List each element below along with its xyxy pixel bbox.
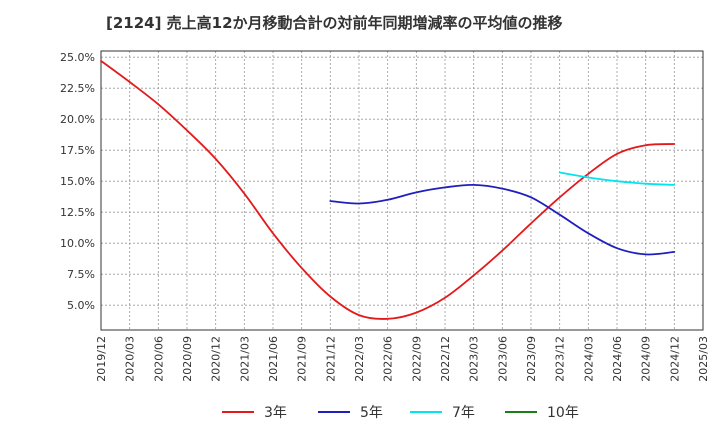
legend-item: 10年 (505, 402, 579, 422)
x-tick-label: 2024/06 (611, 336, 624, 382)
x-tick-label: 2024/03 (582, 336, 595, 382)
y-tick-label: 7.5% (67, 268, 95, 281)
x-tick-label: 2024/09 (640, 336, 653, 382)
x-tick-label: 2023/03 (468, 336, 481, 382)
series-5y-line (329, 183, 676, 256)
x-tick-label: 2020/03 (124, 336, 137, 382)
x-tick-label: 2022/12 (439, 336, 452, 382)
x-tick-label: 2021/09 (296, 336, 309, 382)
x-tick-label: 2024/12 (668, 336, 681, 382)
y-tick-label: 12.5% (60, 206, 95, 219)
legend-item: 5年 (318, 402, 383, 422)
x-tick-label: 2021/12 (324, 336, 337, 382)
x-tick-label: 2025/03 (697, 336, 710, 382)
x-tick-label: 2019/12 (95, 336, 108, 382)
legend-item: 7年 (410, 402, 475, 422)
y-tick-label: 20.0% (60, 113, 95, 126)
y-tick-label: 25.0% (60, 51, 95, 64)
x-tick-label: 2022/03 (353, 336, 366, 382)
y-tick-label: 22.5% (60, 82, 95, 95)
x-tick-label: 2020/06 (152, 336, 165, 382)
x-tick-label: 2020/12 (210, 336, 223, 382)
legend-swatch (222, 411, 254, 413)
y-tick-label: 10.0% (60, 237, 95, 250)
legend-label: 3年 (264, 405, 287, 421)
plot-area (100, 50, 704, 331)
legend-swatch (505, 411, 537, 413)
y-tick-label: 5.0% (67, 299, 95, 312)
legend-label: 5年 (360, 405, 383, 421)
legend-label: 10年 (547, 405, 579, 421)
y-tick-label: 17.5% (60, 144, 95, 157)
series-3y-line (100, 60, 676, 320)
x-tick-label: 2023/09 (525, 336, 538, 382)
x-tick-label: 2021/06 (267, 336, 280, 382)
legend-swatch (318, 411, 350, 413)
legend-label: 7年 (452, 405, 475, 421)
line-chart: 25.0% 22.5% 20.0% 17.5% 15.0% 12.5% 10.0% 7.5% 5… (60, 50, 710, 382)
chart-legend: 3年 5年 7年 10年 (0, 402, 720, 426)
y-tick-label: 15.0% (60, 175, 95, 188)
series-7y-line (558, 171, 676, 186)
x-tick-label: 2020/09 (181, 336, 194, 382)
x-tick-label: 2021/03 (238, 336, 251, 382)
chart-title: [2124] 売上高12か月移動合計の対前年同期増減率の平均値の推移 (106, 14, 563, 32)
plot-frame (100, 50, 704, 331)
x-tick-label: 2022/06 (382, 336, 395, 382)
legend-item: 3年 (222, 402, 287, 422)
x-tick-label: 2023/12 (554, 336, 567, 382)
legend-swatch (410, 411, 442, 413)
x-tick-label: 2022/09 (410, 336, 423, 382)
x-tick-label: 2023/06 (496, 336, 509, 382)
